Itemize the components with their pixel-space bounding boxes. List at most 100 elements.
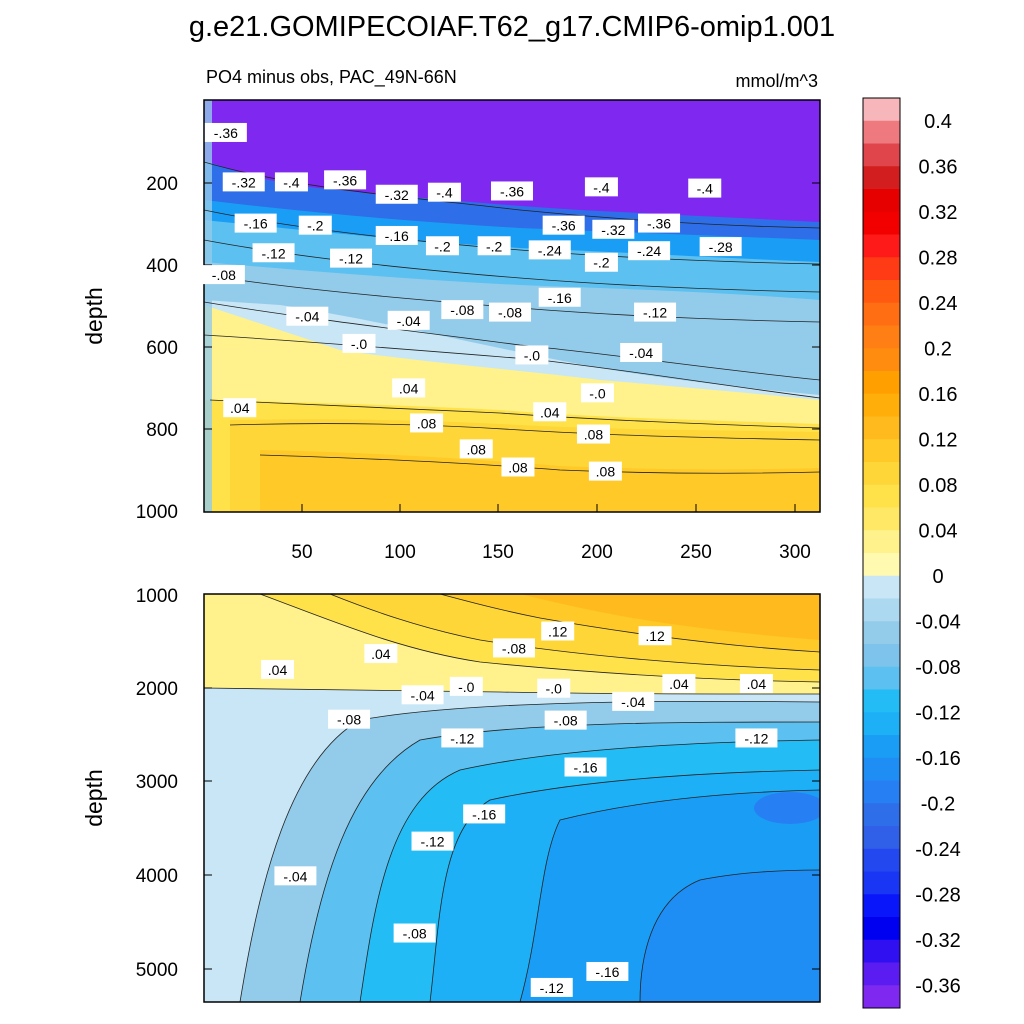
colorbar-swatch	[863, 621, 900, 645]
colorbar-swatch	[863, 666, 900, 690]
colorbar-labels: 0.4 0.36 0.32 0.28 0.24 0.2 0.16 0.12 0.08 0.04 0 -…	[915, 111, 961, 1024]
contour-label: -.36	[324, 170, 367, 190]
colorbar-swatch	[863, 348, 900, 372]
colorbar-tick-label: -0.4	[921, 1021, 955, 1024]
svg-text:.04: .04	[540, 404, 560, 420]
svg-text:-.16: -.16	[244, 216, 268, 232]
svg-text:-.08: -.08	[502, 640, 526, 656]
svg-text:-.16: -.16	[573, 760, 597, 776]
contour-label: .04	[662, 674, 696, 694]
svg-text:-.12: -.12	[339, 251, 363, 267]
svg-text:.04: .04	[669, 676, 689, 692]
contour-label: -.12	[252, 243, 295, 263]
colorbar-swatch	[863, 143, 900, 167]
colorbar-tick-label: 0.2	[924, 338, 952, 360]
upper-x-tick-label: 200	[581, 542, 613, 563]
colorbar-tick-label: 0	[932, 566, 943, 588]
colorbar-tick-label: -0.16	[915, 748, 961, 770]
colorbar-swatch	[863, 120, 900, 144]
svg-text:-.04: -.04	[283, 868, 307, 884]
colorbar-tick-label: 0.16	[919, 384, 958, 406]
colorbar-swatch	[863, 211, 900, 235]
contour-label: .12	[638, 626, 672, 646]
contour-label: -.08	[492, 638, 535, 658]
svg-text:.04: .04	[399, 380, 419, 396]
colorbar-swatch	[863, 575, 900, 599]
svg-text:.08: .08	[596, 464, 616, 480]
colorbar-swatch	[863, 757, 900, 781]
contour-label: -.08	[202, 265, 245, 285]
lower-y-tick-label: 2000	[136, 679, 178, 700]
colorbar-tick-label: 0.32	[919, 202, 958, 224]
contour-label: -.04	[286, 306, 329, 326]
svg-text:.04: .04	[268, 662, 288, 678]
svg-text:-.12: -.12	[420, 834, 444, 850]
contour-label: .04	[739, 674, 773, 694]
svg-text:-.28: -.28	[709, 239, 733, 255]
contour-label: .08	[410, 413, 444, 433]
contour-label: -.4	[584, 177, 618, 197]
upper-x-tick-label: 250	[680, 542, 712, 563]
svg-text:-.2: -.2	[434, 238, 451, 254]
contour-label: -.08	[328, 709, 371, 729]
svg-text:-.4: -.4	[593, 179, 610, 195]
colorbar-swatch	[863, 166, 900, 190]
contour-label: -.12	[411, 831, 454, 851]
contour-label: -.0	[580, 383, 614, 403]
svg-text:-.12: -.12	[643, 305, 667, 321]
colorbar-swatch	[863, 712, 900, 736]
colorbar-swatch	[863, 439, 900, 463]
svg-text:-.32: -.32	[385, 187, 409, 203]
contour-label: -.04	[274, 866, 317, 886]
colorbar-swatch	[863, 826, 900, 850]
contour-label: -.32	[592, 219, 635, 239]
svg-text:-.12: -.12	[744, 730, 768, 746]
svg-text:-.12: -.12	[450, 730, 474, 746]
colorbar-swatch	[863, 985, 900, 1009]
svg-text:-.36: -.36	[500, 183, 524, 199]
svg-text:-.32: -.32	[601, 222, 625, 238]
contour-label: -.4	[427, 182, 461, 202]
svg-text:-.08: -.08	[554, 713, 578, 729]
svg-text:.08: .08	[508, 460, 528, 476]
colorbar-tick-label: -0.28	[915, 884, 961, 906]
colorbar-swatch	[863, 780, 900, 804]
svg-text:-.32: -.32	[232, 174, 256, 190]
upper-panel: 50 100 150 200 250 300 200 400 600 800 1…	[81, 99, 821, 563]
contour-label: -.2	[584, 252, 618, 272]
svg-text:-.36: -.36	[647, 216, 671, 232]
upper-y-tick-label: 1000	[136, 502, 178, 523]
contour-label: -.04	[387, 310, 430, 330]
contour-label: -.16	[375, 225, 418, 245]
contour-label: -.16	[586, 961, 629, 981]
contour-label: -.24	[528, 240, 571, 260]
svg-text:-.04: -.04	[397, 313, 421, 329]
svg-text:-.04: -.04	[295, 309, 319, 325]
contour-label: -.32	[375, 184, 418, 204]
svg-text:-.36: -.36	[552, 218, 576, 234]
upper-y-tick-label: 200	[146, 174, 178, 195]
upper-field	[204, 100, 820, 512]
contour-label: -.16	[564, 757, 607, 777]
svg-text:-.08: -.08	[498, 305, 522, 321]
contour-label: .12	[541, 621, 575, 641]
contour-label: -.36	[638, 213, 681, 233]
svg-text:-.36: -.36	[214, 125, 238, 141]
colorbar-swatch	[863, 325, 900, 349]
svg-text:-.16: -.16	[548, 290, 572, 306]
lower-contour-labels: .04 .04 -.08 .12 .12 .04 .04 -.04 -.0 -.0 -.04 -.08…	[261, 621, 778, 997]
contour-label: -.16	[234, 213, 277, 233]
colorbar-swatch	[863, 507, 900, 531]
contour-label: -.12	[441, 728, 484, 748]
upper-x-ticks	[301, 504, 796, 512]
upper-x-tick-label: 50	[291, 542, 312, 563]
contour-label: -.36	[204, 122, 247, 142]
contour-label: -.12	[735, 728, 778, 748]
svg-text:-.0: -.0	[546, 681, 563, 697]
colorbar-tick-label: -0.12	[915, 702, 961, 724]
colorbar-swatch	[863, 484, 900, 508]
upper-x-tick-label: 150	[482, 542, 514, 563]
svg-text:-.16: -.16	[385, 228, 409, 244]
contour-label: -.04	[612, 691, 655, 711]
